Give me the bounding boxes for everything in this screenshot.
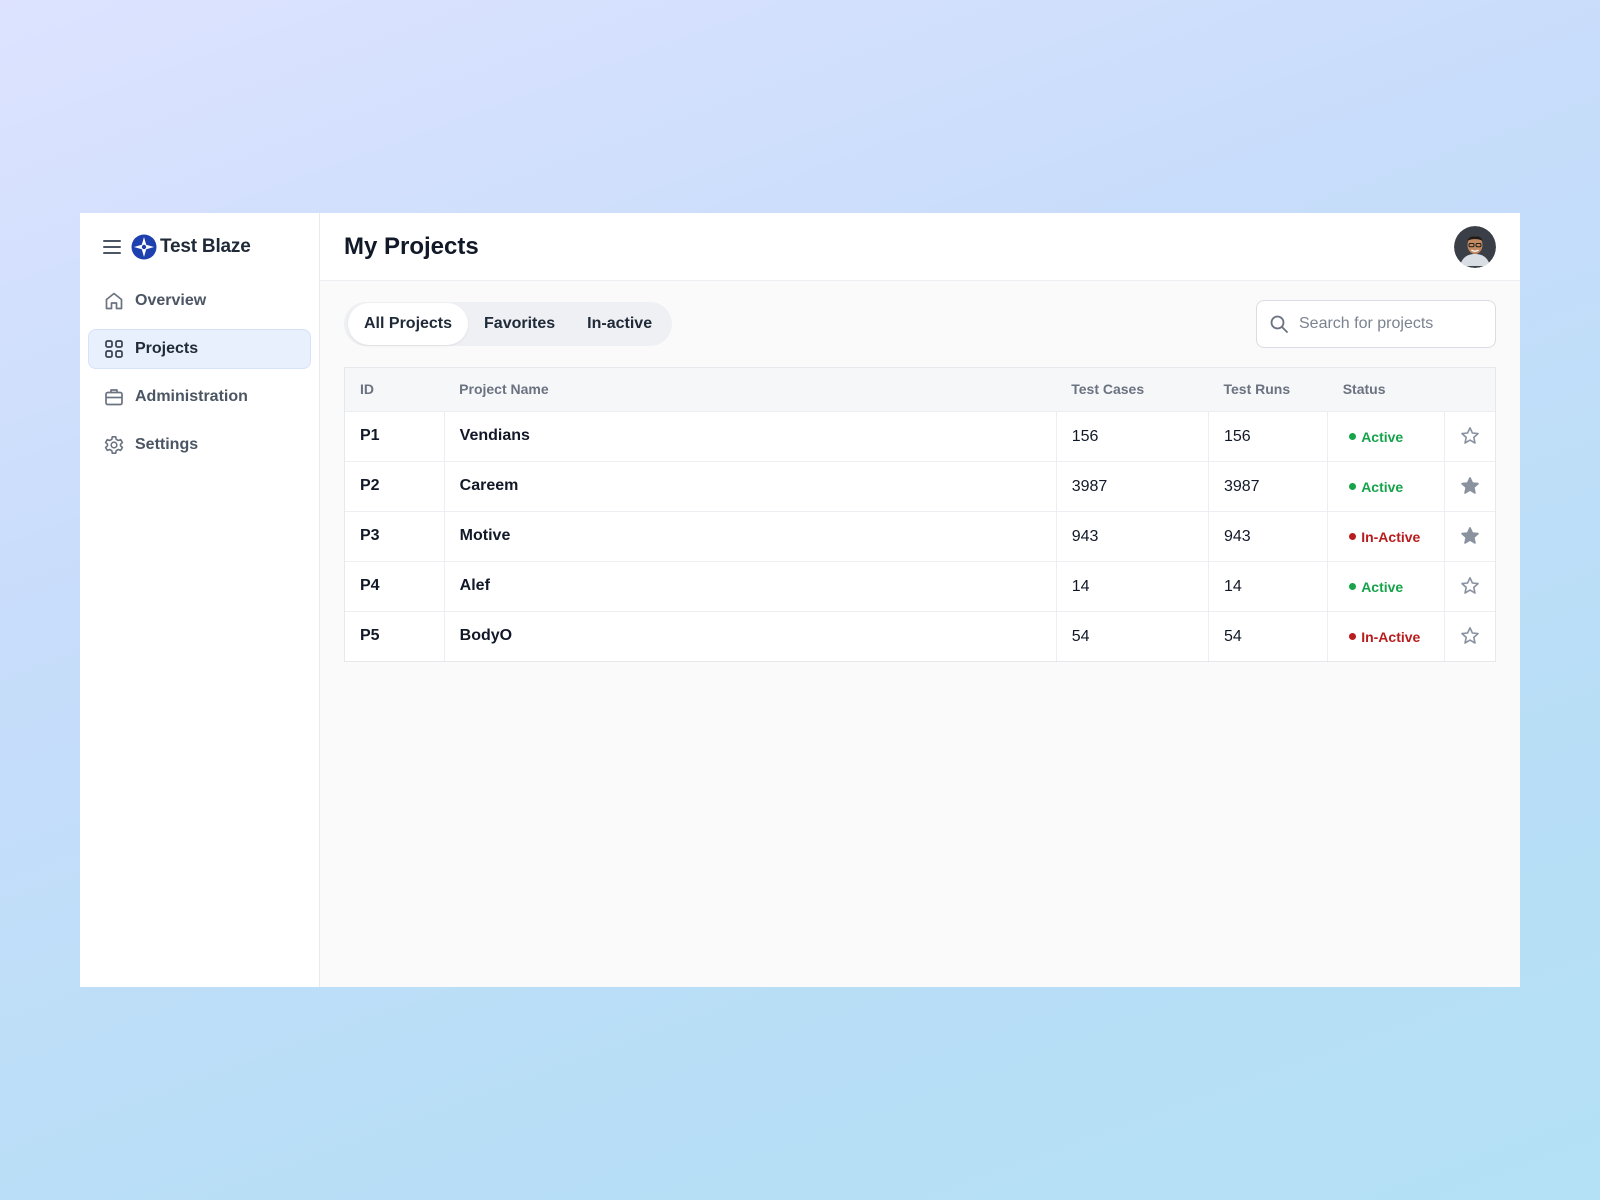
- table-row[interactable]: P1 Vendians 156 156 Active: [345, 411, 1495, 461]
- status-dot-icon: [1349, 433, 1357, 440]
- status-badge: Active: [1343, 429, 1403, 445]
- project-filter-tabs: All Projects Favorites In-active: [344, 302, 673, 346]
- cell-project-name[interactable]: Vendians: [444, 411, 1057, 461]
- cell-test-cases: 156: [1056, 411, 1209, 461]
- brand-header: Test Blaze: [80, 213, 319, 281]
- sidebar-item-label: Settings: [135, 436, 199, 453]
- tab-all-projects[interactable]: All Projects: [348, 303, 469, 345]
- column-header-favorite: [1445, 368, 1495, 411]
- status-label: Active: [1361, 478, 1404, 495]
- search-icon: [1269, 314, 1289, 334]
- sidebar-item-projects[interactable]: Projects: [88, 329, 311, 369]
- cell-id: P4: [345, 561, 445, 611]
- sidebar-item-label: Overview: [135, 292, 207, 309]
- grid-icon: [103, 338, 125, 360]
- cell-project-name[interactable]: Careem: [444, 461, 1057, 511]
- status-badge: Active: [1343, 579, 1403, 595]
- cell-id: P2: [345, 461, 445, 511]
- app-window: Test Blaze Overview Projects: [80, 213, 1520, 987]
- status-badge: Active: [1343, 479, 1403, 495]
- cell-project-name[interactable]: Alef: [444, 561, 1057, 611]
- table-row[interactable]: P4 Alef 14 14 Active: [345, 561, 1495, 611]
- cell-status: Active: [1327, 461, 1446, 511]
- main-content: My Projects All Projects Favorites In-ac…: [320, 213, 1520, 987]
- home-icon: [103, 290, 125, 312]
- cell-status: In-Active: [1327, 611, 1446, 661]
- star-outline-icon[interactable]: [1460, 577, 1480, 594]
- table-header-row: ID Project Name Test Cases Test Runs Sta…: [345, 368, 1495, 411]
- cell-test-runs: 156: [1208, 411, 1329, 461]
- sidebar-item-overview[interactable]: Overview: [88, 281, 311, 321]
- cell-id: P5: [345, 611, 445, 661]
- cell-test-runs: 3987: [1208, 461, 1329, 511]
- cell-test-cases: 14: [1056, 561, 1209, 611]
- brand-name: Test Blaze: [160, 236, 251, 257]
- column-header-status[interactable]: Status: [1342, 381, 1386, 398]
- table-row[interactable]: P5 BodyO 54 54 In-Active: [345, 611, 1495, 661]
- star-outline-icon[interactable]: [1460, 427, 1480, 444]
- cell-test-runs: 943: [1208, 511, 1329, 561]
- cell-id: P1: [345, 411, 445, 461]
- sidebar: Test Blaze Overview Projects: [80, 213, 320, 987]
- status-label: Active: [1361, 428, 1404, 445]
- gear-icon: [103, 434, 125, 456]
- compass-star-icon: [131, 234, 157, 260]
- sidebar-nav: Overview Projects Administration: [80, 281, 319, 465]
- star-filled-icon[interactable]: [1460, 477, 1480, 494]
- column-header-test-runs[interactable]: Test Runs: [1223, 381, 1291, 398]
- cell-favorite: [1445, 561, 1495, 611]
- top-bar: My Projects: [320, 213, 1520, 281]
- cell-project-name[interactable]: BodyO: [444, 611, 1057, 661]
- status-dot-icon: [1349, 483, 1357, 490]
- cell-favorite: [1445, 511, 1495, 561]
- cell-status: Active: [1327, 411, 1446, 461]
- column-header-project-name[interactable]: Project Name: [459, 381, 549, 398]
- table-row[interactable]: P2 Careem 3987 3987 Active: [345, 461, 1495, 511]
- column-header-id[interactable]: ID: [360, 381, 374, 398]
- cell-project-name[interactable]: Motive: [444, 511, 1057, 561]
- page-title: My Projects: [344, 232, 479, 260]
- status-dot-icon: [1349, 533, 1357, 540]
- status-badge: In-Active: [1343, 529, 1420, 545]
- column-header-test-cases[interactable]: Test Cases: [1071, 381, 1145, 398]
- toolbar: All Projects Favorites In-active: [320, 281, 1520, 367]
- cell-status: In-Active: [1327, 511, 1446, 561]
- table-row[interactable]: P3 Motive 943 943 In-Active: [345, 511, 1495, 561]
- cell-favorite: [1445, 411, 1495, 461]
- status-label: Active: [1361, 578, 1404, 595]
- search-box: [1256, 300, 1496, 348]
- status-label: In-Active: [1361, 628, 1421, 645]
- status-badge: In-Active: [1343, 629, 1420, 645]
- sidebar-item-label: Projects: [135, 340, 199, 357]
- projects-table: ID Project Name Test Cases Test Runs Sta…: [344, 367, 1496, 662]
- tab-in-active[interactable]: In-active: [587, 315, 653, 332]
- cell-test-runs: 54: [1208, 611, 1329, 661]
- sidebar-item-settings[interactable]: Settings: [88, 425, 311, 465]
- cell-id: P3: [345, 511, 445, 561]
- status-dot-icon: [1349, 633, 1357, 641]
- cell-test-cases: 54: [1056, 611, 1209, 661]
- cell-test-cases: 943: [1056, 511, 1209, 561]
- hamburger-menu-icon[interactable]: [102, 237, 122, 257]
- cell-favorite: [1445, 611, 1495, 661]
- search-input[interactable]: [1297, 314, 1481, 334]
- cell-status: Active: [1327, 561, 1446, 611]
- cell-test-runs: 14: [1208, 561, 1329, 611]
- user-avatar[interactable]: [1454, 225, 1496, 268]
- cell-favorite: [1445, 461, 1495, 511]
- status-label: In-Active: [1361, 528, 1421, 545]
- cell-test-cases: 3987: [1056, 461, 1209, 511]
- briefcase-icon: [103, 386, 125, 408]
- star-outline-icon[interactable]: [1460, 627, 1480, 645]
- sidebar-item-administration[interactable]: Administration: [88, 377, 311, 417]
- star-filled-icon[interactable]: [1460, 527, 1480, 544]
- status-dot-icon: [1349, 583, 1357, 590]
- tab-favorites[interactable]: Favorites: [484, 315, 556, 332]
- sidebar-item-label: Administration: [135, 388, 248, 405]
